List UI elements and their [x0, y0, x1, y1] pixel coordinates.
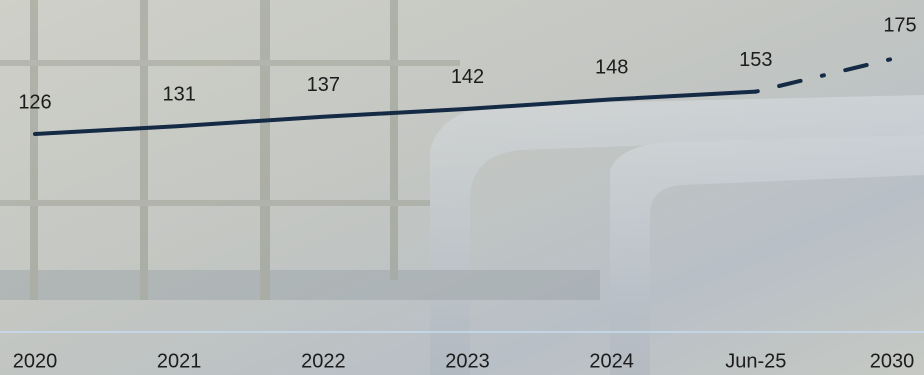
data-label: 153 [739, 49, 772, 71]
x-tick-label: 2024 [589, 350, 634, 372]
x-tick-label: 2020 [13, 350, 58, 372]
data-label: 137 [307, 74, 340, 96]
line-actual [33, 89, 758, 136]
x-tick-label: Jun-25 [725, 350, 786, 372]
x-tick-label: 2023 [445, 350, 490, 372]
data-label: 131 [162, 83, 195, 105]
data-label: 142 [451, 66, 484, 88]
x-tick-label: 2030 [870, 350, 915, 372]
line-forecast [753, 55, 902, 94]
data-label: 126 [18, 91, 51, 113]
x-tick-label: 2022 [301, 350, 346, 372]
data-label: 175 [883, 14, 916, 36]
x-tick-label: 2021 [157, 350, 202, 372]
data-label: 148 [595, 57, 628, 79]
